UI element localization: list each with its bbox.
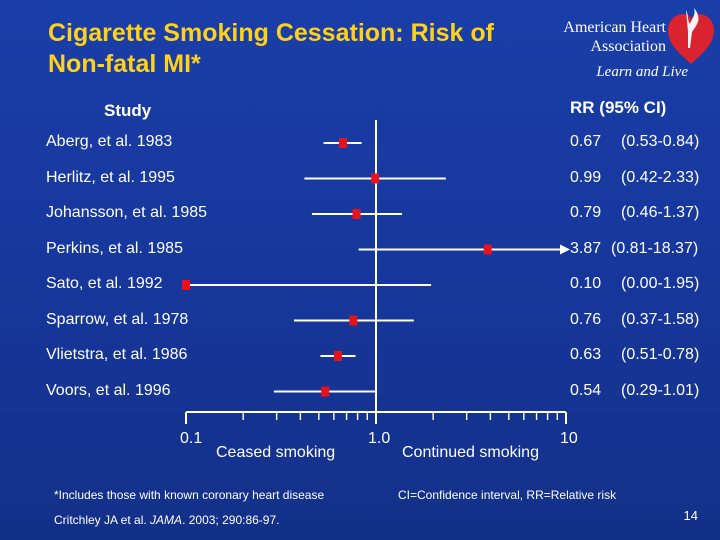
rr-column-header: RR (95% CI) (570, 98, 667, 117)
footnote-chd: *Includes those with known coronary hear… (54, 488, 325, 502)
point-estimate-marker (321, 386, 330, 397)
study-label: Herlitz, et al. 1995 (46, 168, 175, 186)
ci-value: (0.51-0.78) (621, 346, 700, 363)
ci-arrow (560, 244, 570, 255)
rr-value: 0.99 (570, 168, 602, 186)
point-estimate-marker (371, 173, 380, 184)
citation-journal: JAMA (150, 513, 183, 527)
study-column-header: Study (104, 101, 152, 120)
study-label: Johansson, et al. 1985 (46, 204, 208, 221)
x-tick-label-0-1: 0.1 (180, 430, 203, 447)
x-tick-label-10: 10 (560, 430, 578, 447)
point-estimate-marker (182, 280, 190, 290)
rr-value: 0.79 (570, 204, 602, 221)
citation: Critchley JA et al. JAMA. 2003; 290:86-9… (54, 513, 279, 527)
rr-value: 0.54 (570, 381, 602, 399)
ci-value: (0.00-1.95) (621, 275, 700, 292)
point-estimate-marker (333, 351, 342, 361)
study-label: Sparrow, et al. 1978 (46, 310, 189, 328)
continued-smoking-label: Continued smoking (402, 444, 539, 461)
study-label: Aberg, et al. 1983 (46, 133, 173, 150)
aha-logo: American Heart Association Learn and Liv… (536, 6, 716, 88)
rr-value: 0.63 (570, 346, 602, 363)
point-estimate-marker (352, 209, 361, 219)
ci-value: (0.37-1.58) (621, 310, 700, 328)
heart-torch-icon (668, 8, 714, 64)
logo-name: American Heart Association (544, 18, 666, 56)
study-label: Sato, et al. 1992 (46, 275, 163, 292)
ci-value: (0.42-2.33) (621, 168, 700, 186)
ci-value: (0.53-0.84) (621, 133, 700, 150)
slide-title: Cigarette Smoking Cessation: Risk of Non… (48, 19, 494, 78)
logo-tagline: Learn and Live (596, 64, 688, 80)
logo-name-line1: American Heart (563, 19, 666, 36)
point-estimate-marker (338, 138, 347, 148)
point-estimate-marker (349, 315, 358, 326)
rr-value: 0.10 (570, 275, 602, 292)
study-label: Perkins, et al. 1985 (46, 239, 183, 257)
ci-value: (0.29-1.01) (621, 381, 700, 399)
citation-authors: Critchley JA et al. (54, 513, 151, 527)
logo-name-line2: Association (590, 38, 666, 55)
rr-value: 3.87 (570, 239, 602, 257)
ci-value: (0.81-18.37) (611, 239, 699, 257)
ci-value: (0.46-1.37) (621, 204, 700, 221)
footnote-abbreviations: CI=Confidence interval, RR=Relative risk (398, 488, 617, 502)
rr-value: 0.67 (570, 133, 602, 150)
study-label: Vlietstra, et al. 1986 (46, 346, 188, 363)
ceased-smoking-label: Ceased smoking (216, 444, 336, 461)
x-tick-label-1-0: 1.0 (368, 430, 391, 447)
point-estimate-marker (483, 244, 492, 255)
rr-value: 0.76 (570, 310, 602, 328)
study-label: Voors, et al. 1996 (46, 381, 171, 399)
citation-details: . 2003; 290:86-97. (182, 513, 280, 527)
page-number: 14 (683, 508, 698, 523)
